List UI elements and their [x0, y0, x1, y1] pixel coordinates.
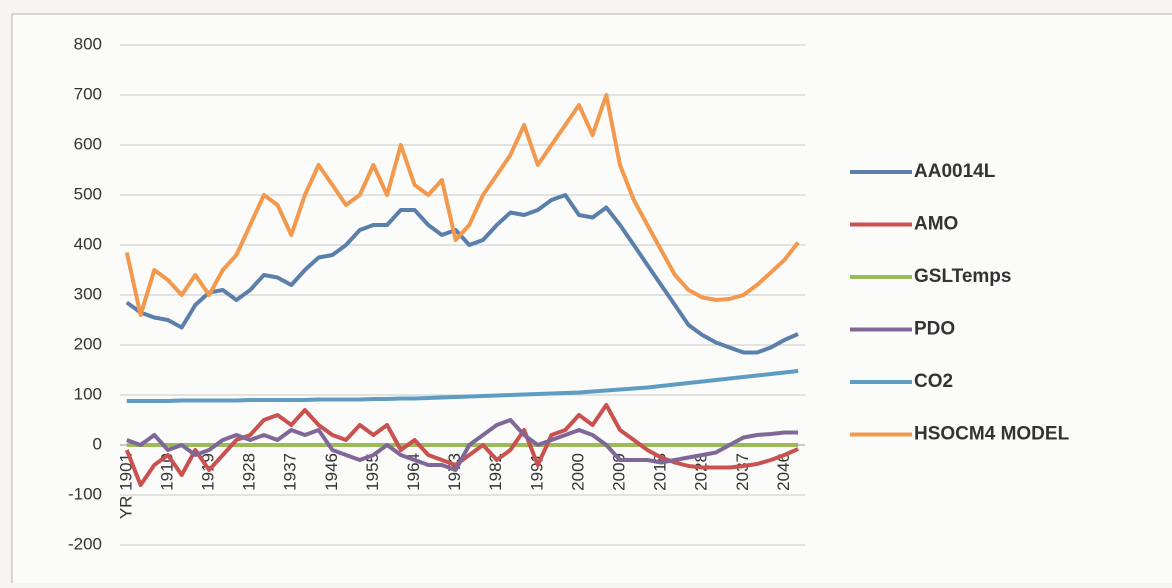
- x-tick-label: 2009: [610, 453, 629, 491]
- x-tick-label: YR 1901: [116, 453, 135, 519]
- chart-frame: [11, 13, 1172, 588]
- legend-label: CO2: [914, 371, 953, 392]
- y-tick-label: 600: [74, 134, 102, 153]
- legend-label: AA0014L: [914, 161, 996, 182]
- x-tick-label: 1982: [486, 453, 505, 491]
- series-line: [126, 418, 799, 472]
- x-tick-label: 1937: [281, 453, 300, 491]
- x-tick-label: 1928: [240, 453, 259, 491]
- x-tick-label: 1946: [322, 453, 341, 491]
- y-tick-label: 700: [74, 84, 102, 103]
- x-tick-label: 1991: [527, 453, 546, 491]
- series-line: [125, 193, 799, 355]
- legend: AA0014L AMO GSLTemps PDO CO2 HSOCM4 MODEL: [850, 161, 1070, 445]
- legend-label: GSLTemps: [914, 266, 1011, 287]
- legend-label: HSOCM4 MODEL: [914, 424, 1070, 445]
- x-tick-label: 1955: [363, 453, 382, 491]
- legend-label: PDO: [914, 319, 955, 340]
- y-tick-label: 400: [74, 234, 102, 253]
- y-tick-label: -200: [68, 534, 102, 553]
- x-tick-label: 2028: [692, 453, 711, 491]
- legend-label: AMO: [914, 214, 958, 235]
- y-tick-label: -100: [68, 484, 102, 503]
- y-tick-label: 500: [74, 184, 102, 203]
- series-line: [126, 369, 799, 403]
- y-tick-label: 800: [74, 34, 102, 53]
- y-tick-label: 300: [74, 284, 102, 303]
- y-tick-label: 0: [93, 434, 102, 453]
- y-tick-label: 100: [74, 384, 102, 403]
- x-tick-label: 2037: [733, 453, 752, 491]
- series-line: [124, 93, 800, 317]
- y-tick-label: 200: [74, 334, 102, 353]
- x-tick-label: 2046: [774, 453, 793, 491]
- x-tick-label: 2000: [568, 453, 587, 491]
